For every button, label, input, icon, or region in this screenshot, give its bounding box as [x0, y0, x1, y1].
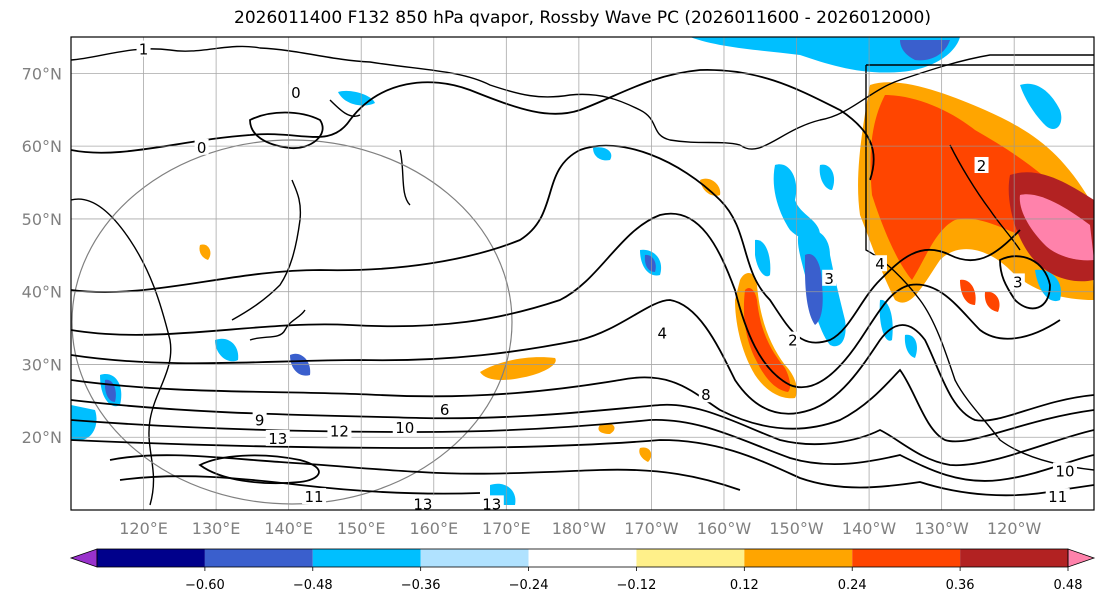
lat-label: 50°N [22, 210, 62, 229]
coastlines [71, 45, 1094, 506]
latitude-labels: 70°N 60°N 50°N 40°N 30°N 20°N [22, 64, 62, 447]
lon-label: 170°E [482, 519, 531, 538]
contour-label: 0 [197, 139, 207, 157]
gridlines [71, 37, 1094, 510]
contour-label-bg [437, 400, 452, 417]
contour-label: 12 [330, 423, 349, 441]
lon-label: 120°W [987, 519, 1042, 538]
lat-label: 30°N [22, 355, 62, 374]
longitude-labels: 120°E 130°E 140°E 150°E 160°E 170°E 180°W 170°W… [119, 519, 1041, 538]
contour-label-bg [1045, 488, 1070, 505]
contour-label-bg [288, 84, 303, 101]
contour-label: 3 [1013, 273, 1023, 291]
lon-label: 160°W [697, 519, 752, 538]
contour-label-bg [655, 324, 670, 341]
contour-label-bg [1010, 273, 1025, 290]
contour-label: 11 [305, 488, 324, 506]
lon-label: 160°E [409, 519, 458, 538]
contour-label-bg [872, 255, 887, 272]
contour-label-bg [479, 495, 504, 510]
contour-label-bg [822, 269, 837, 286]
contour-label: 0 [291, 84, 301, 102]
contour-label: 8 [701, 386, 711, 404]
contour-label: 2 [788, 332, 798, 350]
contour-label: 2 [977, 157, 987, 175]
contour-label-bg [136, 40, 151, 57]
contour-label-bg [410, 495, 435, 510]
contour-label: 9 [255, 412, 265, 430]
contour-lines [71, 69, 1094, 497]
contour-label: 10 [1055, 463, 1074, 481]
contour-label: 13 [482, 495, 501, 513]
reference-circle [71, 139, 513, 505]
contour-label: 13 [268, 430, 287, 448]
positive-anomaly-shading [199, 82, 1094, 462]
lon-label: 120°E [119, 519, 168, 538]
contour-label: 4 [875, 255, 885, 273]
lon-label: 170°W [624, 519, 679, 538]
contour-label-bg [1052, 462, 1077, 479]
lon-label: 150°W [769, 519, 824, 538]
contour-label: 1 [139, 41, 149, 59]
map-frame [70, 36, 1095, 511]
lon-label: 150°E [337, 519, 386, 538]
lon-label: 130°W [914, 519, 969, 538]
lon-label: 180°W [552, 519, 607, 538]
contour-label-bg [974, 156, 989, 173]
negative-anomaly-shading [71, 37, 1062, 505]
lon-label: 130°E [192, 519, 241, 538]
contour-label: 6 [440, 401, 450, 419]
contour-label: 10 [395, 419, 414, 437]
lat-label: 60°N [22, 137, 62, 156]
contour-label: 11 [1048, 488, 1067, 506]
lat-label: 70°N [22, 64, 62, 83]
contour-label-bg [265, 429, 290, 446]
contour-label-bg [698, 386, 713, 403]
map-title: 2026011400 F132 850 hPa qvapor, Rossby W… [234, 8, 931, 28]
lon-label: 140°W [842, 519, 897, 538]
contour-label: 13 [413, 495, 432, 513]
contour-label-bg [252, 411, 267, 428]
contour-label-bg [327, 422, 352, 439]
contour-label-bg [785, 331, 800, 348]
contour-label-bg [392, 418, 417, 435]
lat-label: 20°N [22, 428, 62, 447]
contour-label: 3 [824, 270, 834, 288]
contour-label-bg [302, 488, 327, 505]
lon-label: 140°E [264, 519, 313, 538]
lat-label: 40°N [22, 283, 62, 302]
contour-label: 4 [658, 324, 668, 342]
contour-label-bg [194, 138, 209, 155]
